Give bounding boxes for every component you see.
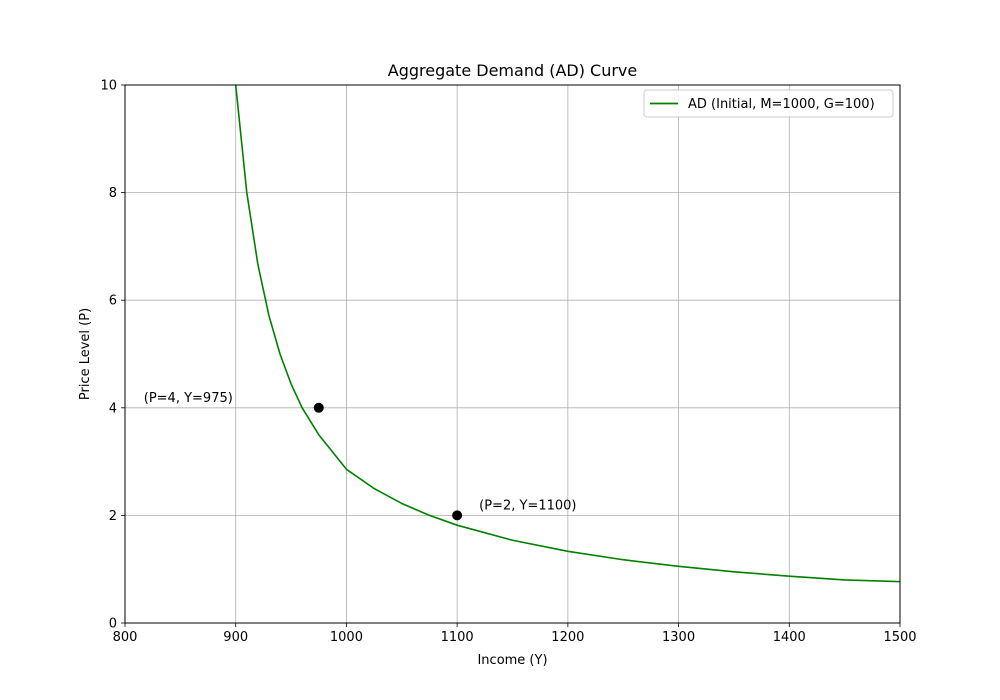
legend-entry-label: AD (Initial, M=1000, G=100) [688, 97, 875, 112]
x-axis-label: Income (Y) [477, 653, 547, 668]
y-tick-label: 8 [109, 186, 117, 201]
y-tick-label: 10 [100, 79, 117, 94]
x-tick-label: 1000 [330, 630, 363, 645]
series-layer [234, 84, 901, 583]
x-axis-ticks: 800 900 1000 1100 1200 1300 1400 1500 [113, 623, 917, 645]
y-tick-label: 4 [109, 401, 117, 416]
y-tick-label: 2 [109, 509, 117, 524]
x-tick-label: 800 [113, 630, 138, 645]
y-tick-label: 0 [109, 617, 117, 632]
y-axis-label: Price Level (P) [78, 308, 93, 400]
plot-area-background [125, 85, 900, 623]
x-tick-label: 1200 [551, 630, 584, 645]
x-tick-label: 1100 [441, 630, 474, 645]
points-layer: (P=4, Y=975) (P=2, Y=1100) [144, 391, 576, 521]
data-point-annotation: (P=4, Y=975) [144, 391, 233, 406]
data-point-annotation: (P=2, Y=1100) [479, 498, 576, 513]
legend: AD (Initial, M=1000, G=100) [643, 89, 894, 118]
data-point-marker [452, 510, 463, 521]
ad-curve-line [234, 84, 901, 583]
x-tick-label: 1400 [773, 630, 806, 645]
y-tick-label: 6 [109, 294, 117, 309]
x-tick-label: 900 [223, 630, 248, 645]
x-tick-label: 1300 [662, 630, 695, 645]
legend-box [643, 89, 894, 118]
plot-area-frame [124, 84, 901, 624]
data-point-marker [313, 402, 324, 413]
y-axis-ticks: 0 2 4 6 8 10 [100, 79, 125, 632]
x-tick-label: 1500 [883, 630, 916, 645]
chart-title: Aggregate Demand (AD) Curve [388, 61, 637, 80]
